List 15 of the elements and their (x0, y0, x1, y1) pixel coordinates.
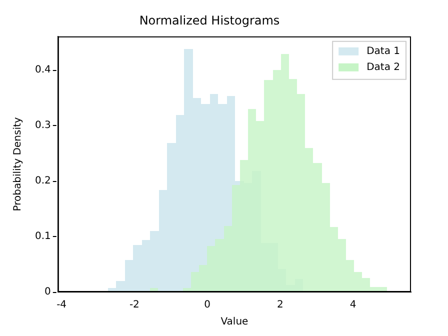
y-tick-label: 0.4 (34, 64, 51, 76)
x-tick-label: 0 (204, 300, 210, 311)
x-tick-label: -4 (56, 300, 67, 311)
y-axis-title: Probability Density (12, 117, 24, 212)
legend-label: Data 2 (366, 62, 400, 73)
x-axis-title: Value (220, 316, 248, 328)
y-tick-label: 0 (44, 286, 51, 298)
legend-label: Data 1 (366, 46, 400, 57)
x-tick-label: -2 (129, 300, 140, 311)
y-tick-label: 0.2 (34, 175, 51, 186)
y-tick-label: 0.1 (34, 231, 51, 242)
y-tick-label: 0.3 (34, 120, 51, 131)
x-tick-label: 2 (276, 300, 284, 311)
chart-title: Normalized Histograms (139, 13, 280, 28)
x-tick-label: 4 (350, 300, 356, 311)
